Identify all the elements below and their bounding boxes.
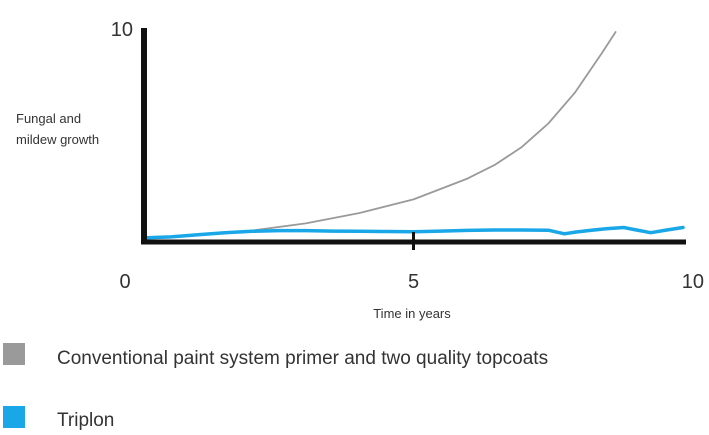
- x-axis-label: Time in years: [373, 306, 451, 321]
- series-layer: [142, 31, 685, 240]
- y-axis-label-line-2: mildew growth: [16, 132, 99, 147]
- y-tick-label-10: 10: [111, 19, 133, 41]
- legend-label-triplon: Triplon: [57, 410, 115, 431]
- legend-item-conventional: Conventional paint system primer and two…: [0, 338, 709, 370]
- tick-layer: 0 5 10 10: [111, 19, 704, 293]
- x-tick-label-10: 10: [682, 271, 704, 293]
- x-tick-label-0: 0: [119, 271, 130, 293]
- line-chart: 0 5 10 10 Fungal and mildew growth Time in …: [16, 19, 704, 321]
- legend-swatch-conventional: [3, 343, 25, 365]
- y-axis-label-line-1: Fungal and: [16, 111, 81, 126]
- series-line-0: [143, 31, 617, 239]
- legend-label-conventional: Conventional paint system primer and two…: [57, 348, 549, 369]
- series-line-1: [142, 225, 685, 240]
- x-tick-label-5: 5: [408, 271, 419, 293]
- legend-item-triplon: Triplon: [0, 402, 709, 434]
- legend-swatch-triplon: [3, 406, 25, 428]
